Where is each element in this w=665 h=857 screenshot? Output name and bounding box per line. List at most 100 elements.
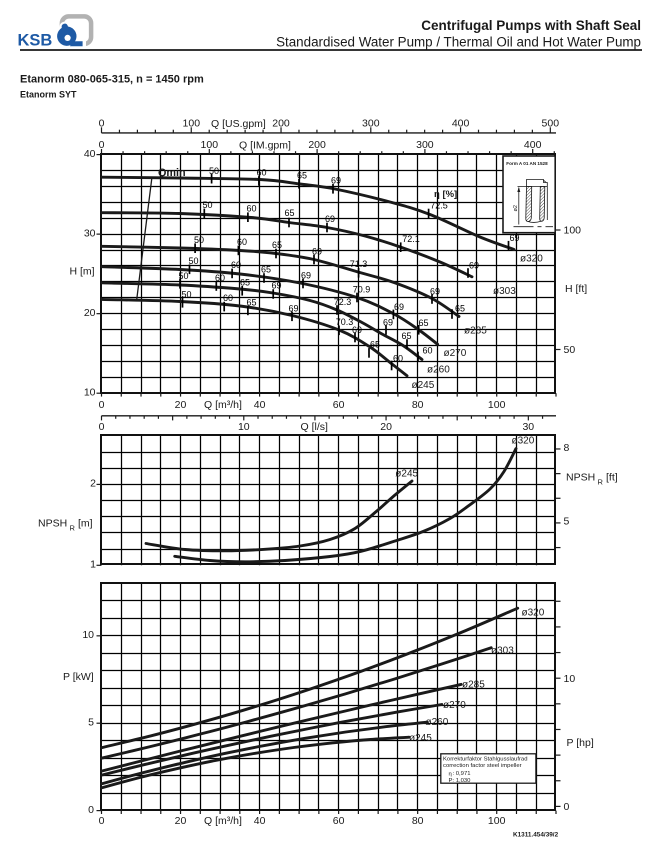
svg-text:40: 40 — [254, 399, 266, 411]
svg-text:Q [m³/h]: Q [m³/h] — [204, 399, 242, 411]
svg-text:: 0,971: : 0,971 — [453, 771, 471, 777]
svg-text:8: 8 — [564, 442, 570, 454]
svg-text:0: 0 — [564, 801, 570, 813]
svg-text:65: 65 — [297, 171, 307, 181]
svg-text:50: 50 — [564, 344, 576, 356]
svg-text:69: 69 — [271, 281, 281, 291]
svg-text:60: 60 — [246, 204, 256, 214]
svg-text:0: 0 — [99, 815, 105, 827]
svg-text:R: R — [70, 524, 76, 533]
svg-text:20: 20 — [84, 307, 96, 319]
svg-text:200: 200 — [272, 117, 290, 129]
svg-text:2: 2 — [90, 478, 96, 490]
svg-text:60: 60 — [231, 260, 241, 270]
svg-text:Form A 01 AN 1528: Form A 01 AN 1528 — [506, 161, 548, 166]
svg-text:ø270: ø270 — [444, 348, 467, 359]
svg-text:60: 60 — [256, 168, 266, 178]
svg-text:69: 69 — [430, 287, 440, 297]
svg-text:20: 20 — [380, 421, 392, 433]
svg-text:69: 69 — [352, 325, 362, 335]
svg-text:69: 69 — [301, 271, 311, 281]
svg-text:50: 50 — [209, 166, 219, 176]
svg-text:60: 60 — [393, 354, 403, 364]
svg-text:60: 60 — [422, 346, 432, 356]
svg-text:Standardised Water Pump / Ther: Standardised Water Pump / Thermal Oil an… — [276, 35, 641, 50]
svg-text:0: 0 — [99, 421, 105, 433]
svg-text:65: 65 — [455, 304, 465, 314]
svg-text:30: 30 — [84, 228, 96, 240]
svg-text:50: 50 — [194, 235, 204, 245]
svg-text:50: 50 — [181, 290, 191, 300]
svg-text:Q [IM.gpm]: Q [IM.gpm] — [239, 140, 291, 152]
svg-text:100: 100 — [201, 139, 219, 151]
svg-text:40: 40 — [84, 148, 96, 160]
svg-text:ø270: ø270 — [443, 700, 466, 711]
svg-text:correction factor steel impell: correction factor steel impeller — [443, 763, 522, 769]
svg-text:69: 69 — [331, 176, 341, 186]
svg-text:200: 200 — [308, 139, 326, 151]
svg-text:71.3: 71.3 — [350, 259, 368, 269]
svg-text:Etanorm SYT: Etanorm SYT — [20, 89, 77, 99]
svg-text:0: 0 — [99, 117, 105, 129]
svg-text:60: 60 — [333, 815, 345, 827]
svg-text:65: 65 — [370, 340, 380, 350]
svg-text:60: 60 — [215, 273, 225, 283]
svg-text:69: 69 — [383, 318, 393, 328]
svg-text:65: 65 — [272, 240, 282, 250]
svg-text:72.1: 72.1 — [402, 234, 420, 244]
svg-text:40: 40 — [254, 815, 266, 827]
svg-text:Q [m³/h]: Q [m³/h] — [204, 815, 242, 827]
svg-text:Q [US.gpm]: Q [US.gpm] — [211, 118, 266, 130]
svg-text:100: 100 — [488, 815, 506, 827]
svg-text:ø320: ø320 — [512, 436, 535, 447]
svg-text:ø245: ø245 — [412, 380, 435, 391]
svg-text:70.3: 70.3 — [336, 317, 354, 327]
svg-text:70.9: 70.9 — [353, 285, 371, 295]
svg-text:1: 1 — [90, 559, 96, 571]
svg-text:Korrekturfaktor Stahlgusslaufr: Korrekturfaktor Stahlgusslaufrad — [443, 757, 527, 763]
svg-text:69: 69 — [288, 304, 298, 314]
svg-text:20: 20 — [175, 399, 187, 411]
svg-text:H [ft]: H [ft] — [565, 283, 587, 295]
svg-text:69: 69 — [394, 302, 404, 312]
svg-text:Q [l/s]: Q [l/s] — [301, 421, 329, 433]
svg-text:69: 69 — [509, 233, 519, 243]
svg-text:5: 5 — [564, 516, 570, 528]
svg-text:[m]: [m] — [78, 518, 93, 530]
svg-text:60: 60 — [237, 237, 247, 247]
svg-text:60: 60 — [223, 293, 233, 303]
svg-text:65: 65 — [246, 298, 256, 308]
svg-text:65: 65 — [418, 318, 428, 328]
svg-text:ø245: ø245 — [409, 733, 432, 744]
svg-text:100: 100 — [488, 399, 506, 411]
svg-text:20: 20 — [175, 815, 187, 827]
svg-text:ø285: ø285 — [464, 326, 487, 337]
svg-text:5: 5 — [88, 717, 94, 729]
svg-text:60: 60 — [333, 399, 345, 411]
svg-text:0: 0 — [99, 139, 105, 151]
svg-text:[ft]: [ft] — [606, 472, 618, 484]
svg-text:10: 10 — [238, 421, 250, 433]
svg-text:65: 65 — [261, 265, 271, 275]
svg-text:300: 300 — [416, 139, 434, 151]
svg-text:NPSH: NPSH — [38, 518, 67, 530]
svg-text:KSB: KSB — [18, 32, 53, 50]
svg-text:100: 100 — [564, 224, 582, 236]
svg-text:400: 400 — [452, 117, 470, 129]
svg-text:ø2: ø2 — [513, 205, 519, 211]
svg-text:ø303: ø303 — [491, 646, 514, 657]
svg-text:30: 30 — [522, 421, 534, 433]
svg-text:Qmin: Qmin — [158, 167, 186, 179]
svg-text:100: 100 — [183, 117, 201, 129]
svg-text:Centrifugal Pumps with Shaft S: Centrifugal Pumps with Shaft Seal — [421, 18, 641, 33]
svg-text:69: 69 — [469, 261, 479, 271]
svg-text:50: 50 — [202, 200, 212, 210]
svg-text:500: 500 — [542, 117, 560, 129]
svg-text:R: R — [598, 478, 604, 487]
svg-text:72.3: 72.3 — [334, 297, 352, 307]
svg-text:P: 1,030: P: 1,030 — [449, 778, 472, 784]
svg-text:65: 65 — [240, 278, 250, 288]
svg-text:72.5: 72.5 — [430, 201, 448, 211]
svg-text:10: 10 — [564, 673, 576, 685]
svg-text:ø303: ø303 — [493, 286, 516, 297]
